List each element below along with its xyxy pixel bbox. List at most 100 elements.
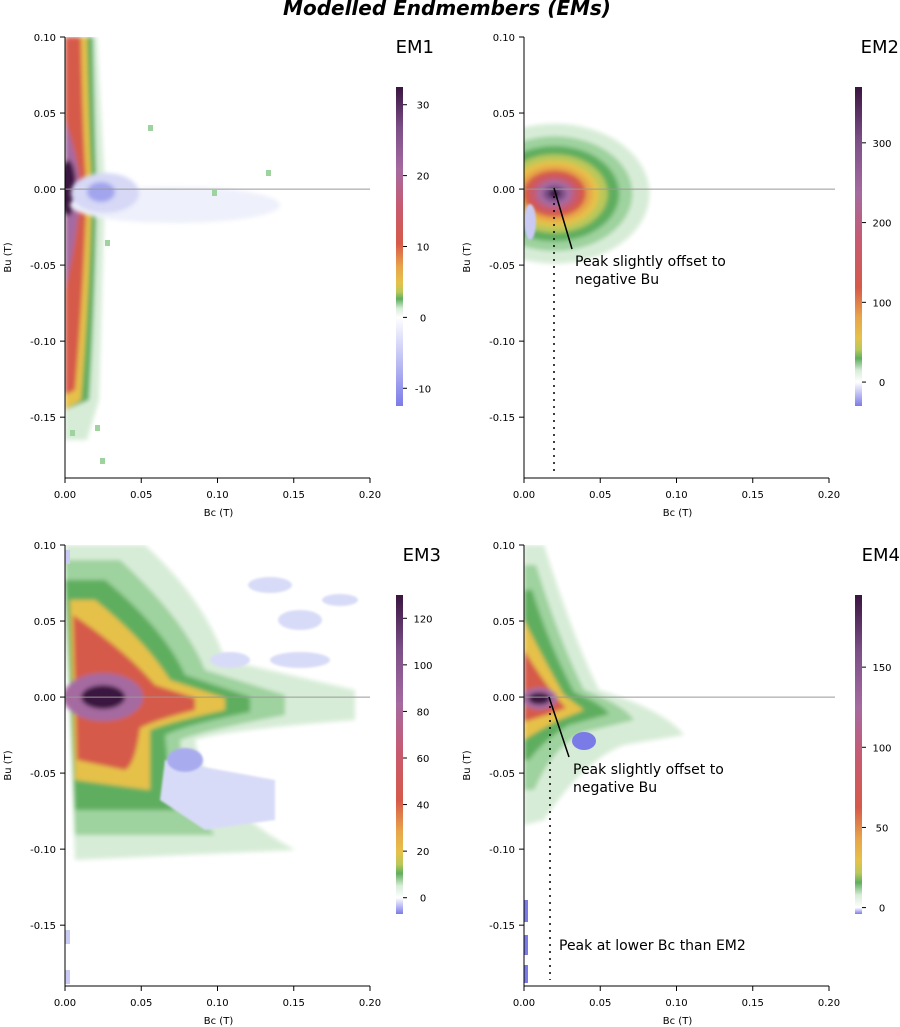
y-tick-label: 0.05 — [493, 109, 515, 120]
em1-speck-6 — [95, 425, 100, 431]
em3-neg-big — [160, 760, 275, 830]
x-tick-label: 0.20 — [359, 998, 381, 1009]
em3-neg-1 — [278, 610, 322, 630]
colorbar: 30 20 10 0 -10 — [396, 87, 431, 406]
y-tick-label: -0.05 — [489, 261, 515, 272]
y-tick-label: -0.15 — [489, 413, 515, 424]
colorbar-tick-label: 10 — [417, 243, 430, 254]
annotation-pointer — [553, 187, 573, 250]
colorbar-tick-label: 40 — [417, 801, 430, 812]
annotation-text: Peak slightly offset to — [573, 762, 724, 778]
x-tick-label: 0.20 — [818, 490, 840, 501]
x-tick-label: 0.05 — [589, 490, 611, 501]
y-tick-label: 0.10 — [34, 541, 56, 552]
em3-edge-1 — [65, 930, 70, 944]
colorbar-tick-label: 100 — [872, 743, 891, 754]
x-tick-label: 0.05 — [589, 998, 611, 1009]
y-tick-label: -0.05 — [30, 769, 56, 780]
x-tick-label: 0.15 — [742, 998, 764, 1009]
y-tick-label: -0.15 — [30, 921, 56, 932]
y-tick-label: -0.10 — [489, 337, 515, 348]
x-tick-label: 0.10 — [206, 998, 228, 1009]
em4-neg-blob — [572, 732, 596, 750]
em3-neg-3 — [270, 652, 330, 668]
em3-edge-0 — [65, 550, 70, 564]
colorbar-tick-label: 30 — [417, 101, 430, 112]
x-tick-label: 0.00 — [513, 998, 535, 1009]
y-tick-label: 0.00 — [493, 185, 515, 196]
panel-label: EM4 — [862, 545, 900, 566]
colorbar-negative — [396, 317, 403, 406]
annotation-text: negative Bu — [573, 780, 657, 796]
panel-em2: 0.00 0.05 0.10 0.15 0.20 0.10 0.05 0.00 -0.05 -0.… — [462, 33, 899, 519]
x-axis-label: Bc (T) — [204, 1016, 234, 1027]
y-tick-label: 0.05 — [34, 617, 56, 628]
x-axis-label: Bc (T) — [663, 508, 693, 519]
em3-edge-2 — [65, 970, 70, 984]
annotation-text: negative Bu — [575, 272, 659, 288]
em2-blob — [524, 123, 650, 264]
colorbar-tick-label: 100 — [413, 661, 432, 672]
y-tick-label: -0.10 — [30, 337, 56, 348]
colorbar-tick-label: 0 — [879, 904, 885, 915]
colorbar: 300 200 100 0 — [855, 87, 892, 406]
em3-neg-4 — [322, 594, 358, 606]
y-tick-label: -0.05 — [489, 769, 515, 780]
x-tick-label: 0.05 — [130, 998, 152, 1009]
colorbar-tick-label: 100 — [872, 298, 891, 309]
x-tick-label: 0.15 — [283, 998, 305, 1009]
x-tick-label: 0.15 — [742, 490, 764, 501]
em1-speck-5 — [70, 430, 75, 436]
colorbar-tick-label: 20 — [417, 172, 430, 183]
colorbar-tick-label: 60 — [417, 754, 430, 765]
panel-label: EM3 — [403, 545, 441, 566]
panel-label: EM2 — [861, 37, 899, 58]
heatmap-em3 — [65, 545, 358, 984]
colorbar-tick-label: 150 — [872, 663, 891, 674]
y-axis-label: Bu (T) — [462, 242, 473, 272]
em4-edge-0 — [524, 900, 528, 922]
y-axis-label: Bu (T) — [3, 750, 14, 780]
em1-negative-lobe — [70, 173, 280, 223]
panel-label: EM1 — [396, 37, 434, 58]
x-tick-label: 0.00 — [54, 998, 76, 1009]
x-tick-label: 0.15 — [283, 490, 305, 501]
x-tick-label: 0.20 — [359, 490, 381, 501]
colorbar-tick-label: 20 — [417, 847, 430, 858]
colorbar-negative — [855, 382, 862, 406]
x-tick-label: 0.20 — [818, 998, 840, 1009]
colorbar-negative — [855, 907, 862, 914]
y-tick-label: 0.10 — [493, 33, 515, 44]
colorbar-positive — [855, 595, 862, 908]
y-tick-label: -0.10 — [489, 845, 515, 856]
colorbar-positive — [396, 87, 403, 318]
em4-edge-1 — [524, 935, 528, 955]
y-tick-label: -0.05 — [30, 261, 56, 272]
colorbar-tick-label: 0 — [420, 894, 426, 905]
em1-speck-3 — [105, 240, 110, 246]
x-tick-label: 0.05 — [130, 490, 152, 501]
x-tick-label: 0.10 — [665, 998, 687, 1009]
em3-neg-2 — [210, 652, 250, 668]
em4-edge-2 — [524, 965, 528, 983]
em4-shape — [524, 545, 684, 825]
colorbar-tick-label: 0 — [879, 378, 885, 389]
figure-title: Modelled Endmembers (EMs) — [283, 0, 611, 20]
em1-speck-4 — [100, 458, 105, 464]
y-tick-label: 0.00 — [34, 693, 56, 704]
y-tick-label: 0.00 — [493, 693, 515, 704]
annotation-text: Peak slightly offset to — [575, 254, 726, 270]
em2-blob-level-10 — [548, 189, 561, 198]
colorbar-tick-label: 0 — [420, 313, 426, 324]
colorbar: 150 100 50 0 — [855, 595, 892, 915]
x-axis-label: Bc (T) — [204, 508, 234, 519]
em3-neg-0 — [248, 577, 292, 593]
em1-speck-1 — [212, 190, 217, 196]
colorbar-tick-label: 80 — [417, 707, 430, 718]
y-tick-label: 0.05 — [34, 109, 56, 120]
colorbar-positive — [855, 87, 862, 383]
colorbar-tick-label: 50 — [876, 823, 889, 834]
em1-neg-core — [87, 182, 115, 202]
panel-em4: 0.00 0.05 0.10 0.15 0.20 0.10 0.05 0.00 -0.05 -0.… — [462, 541, 900, 1027]
panel-em1: 0.00 0.05 0.10 0.15 0.20 0.10 0.05 0.00 -0.05 -0.… — [3, 33, 434, 519]
